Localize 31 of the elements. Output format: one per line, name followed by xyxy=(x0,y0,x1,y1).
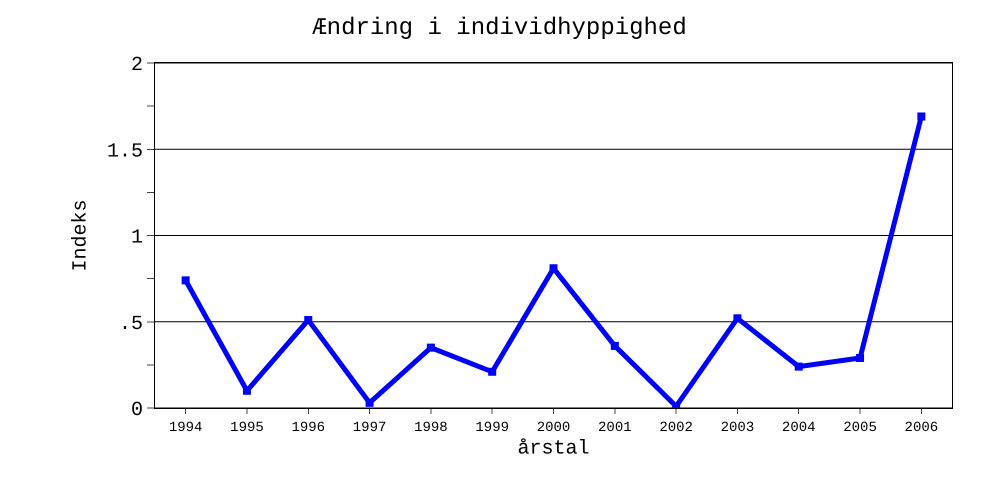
point xyxy=(794,362,803,371)
x-tick-label: 1994 xyxy=(168,420,202,436)
y-tick-label: .5 xyxy=(118,312,143,336)
y-tick-label: 1.5 xyxy=(106,140,143,164)
point xyxy=(610,342,619,350)
point xyxy=(426,344,435,352)
chart-title: Ændring i individhyppighed xyxy=(312,15,687,42)
point xyxy=(733,314,742,322)
y-tick-label: 0 xyxy=(130,399,143,422)
point xyxy=(917,112,926,120)
point xyxy=(366,398,374,407)
x-tick-label: 2000 xyxy=(536,420,570,436)
point xyxy=(182,276,190,284)
y-axis-title: Indeks xyxy=(69,199,92,272)
x-tick-label: 2004 xyxy=(782,420,816,436)
x-tick-label: 2001 xyxy=(598,420,632,436)
y-tick-label: 2 xyxy=(130,54,143,77)
x-tick-label: 2006 xyxy=(904,420,938,436)
point xyxy=(304,316,312,324)
point xyxy=(488,368,496,376)
x-tick-label: 2002 xyxy=(659,420,693,436)
x-tick-label: 1998 xyxy=(414,420,448,436)
x-tick-label: 2005 xyxy=(843,420,877,436)
x-tick-label: 1997 xyxy=(352,420,386,436)
y-tick-label: 1 xyxy=(130,226,143,250)
x-tick-label: 1995 xyxy=(230,420,264,436)
point xyxy=(856,354,864,362)
x-tick-label: 2003 xyxy=(720,420,754,436)
x-tick-label: 1999 xyxy=(475,420,509,436)
x-axis-title: årstal xyxy=(517,437,590,460)
x-tick-label: 1996 xyxy=(291,420,326,436)
